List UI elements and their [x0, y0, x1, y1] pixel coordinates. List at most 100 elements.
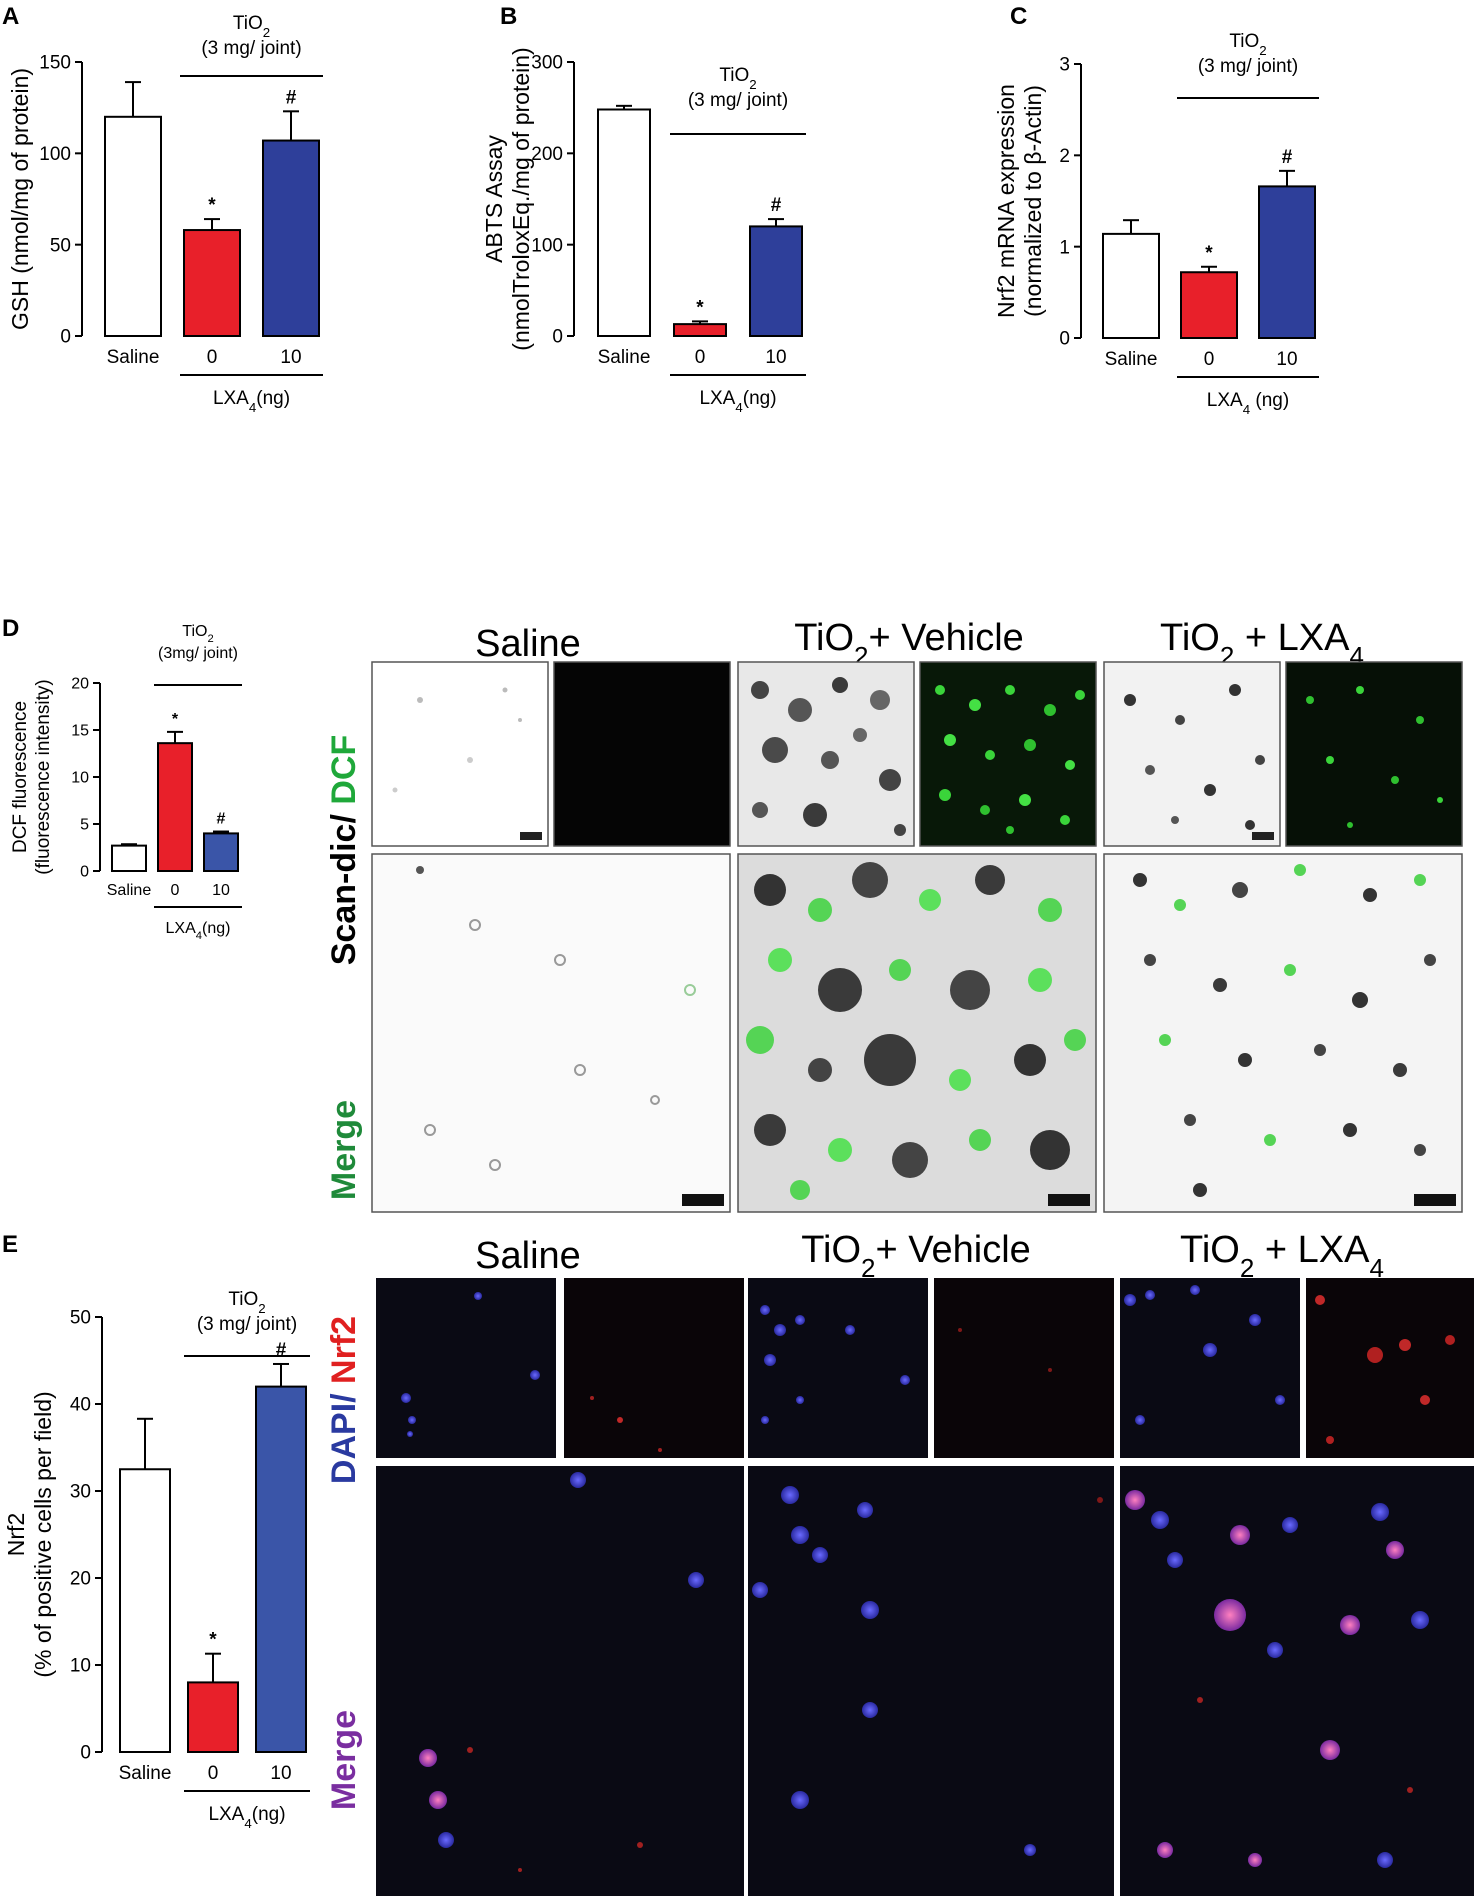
micrograph-d-headers: Saline TiO2+ Vehicle TiO2 + LXA4 Scan-di… [325, 617, 1364, 1200]
bar-0 [1102, 232, 1160, 340]
y-tick-label: 300 [531, 53, 563, 74]
y-tick-label: 100 [39, 144, 71, 165]
y-tick-label: 5 [80, 817, 89, 834]
significance-mark: * [172, 711, 179, 728]
d-img-lxa4-dic [1103, 661, 1281, 847]
x-tick-label: 10 [212, 882, 230, 899]
d-img-saline-dic [371, 661, 549, 847]
x-tick-label: Saline [119, 1763, 172, 1784]
e-merge-vehicle [748, 1466, 1114, 1896]
chart-a-gsh: 0 50 100 150 GSH (nmol/mg of protein) Saline 0… [7, 13, 323, 415]
panel-letter-d: D [2, 615, 19, 642]
bar-1 [183, 229, 241, 337]
y-tick-label: 30 [70, 1482, 91, 1503]
x-tick-label: 10 [765, 347, 786, 368]
bar-0 [104, 115, 162, 337]
e-img-saline-nrf2 [564, 1278, 744, 1458]
significance-mark: * [696, 297, 704, 318]
y-tick-label: 2 [1059, 146, 1070, 167]
bar-0 [597, 108, 651, 337]
y-tick-label: 20 [71, 676, 89, 693]
x-tick-label: 10 [280, 347, 301, 368]
panel-letter-c: C [1010, 3, 1027, 30]
d-img-vehicle-dic [737, 661, 915, 847]
x-tick-label: Saline [1105, 349, 1158, 370]
d-col-tio2-vehicle: TiO2+ Vehicle [794, 617, 1024, 671]
y-tick-label: 0 [552, 327, 563, 348]
bracket-label-dose: (3 mg/ joint) [197, 1314, 297, 1335]
bracket-label-tio2: TiO2 [233, 13, 270, 40]
bracket-label-dose: (3 mg/ joint) [688, 90, 788, 111]
d-img-vehicle-dcf [919, 661, 1097, 847]
bracket-label-tio2: TiO2 [228, 1289, 265, 1316]
significance-mark: * [209, 1630, 217, 1651]
bar-2 [1258, 185, 1316, 339]
bar-2 [749, 225, 803, 337]
x-tick-label: 10 [1276, 349, 1297, 370]
bar-0 [119, 1468, 171, 1753]
y-tick-label: 15 [71, 723, 89, 740]
bracket-label-tio2: TiO2 [182, 623, 213, 645]
y-tick-label: 50 [70, 1308, 91, 1329]
significance-mark: # [286, 87, 297, 108]
e-row-merge: Merge [325, 1710, 363, 1810]
bar-1 [157, 742, 193, 872]
bar-0 [111, 844, 147, 872]
y-tick-label: 200 [531, 144, 563, 165]
x-tick-label: Saline [107, 347, 160, 368]
chart-d-dcf: 0 5 10 15 20 DCF fluorescence (fluorescence in… [10, 623, 242, 942]
group-label-lxa4: LXA4(ng) [699, 388, 776, 415]
y-tick-label: 0 [1059, 329, 1070, 350]
e-img-lxa4-nrf2 [1306, 1278, 1474, 1458]
y-axis-title-line2: (% of positive cells per field) [30, 1391, 56, 1677]
x-tick-label: Saline [107, 882, 152, 899]
bracket-label-tio2: TiO2 [719, 65, 756, 92]
bar-2 [262, 139, 320, 337]
e-merge-lxa4 [1120, 1466, 1474, 1896]
y-axis-title-line2: (nmolTroloxEq./mg of protein) [508, 47, 534, 350]
chart-e-nrf2-cells: 0 10 20 30 40 50 Nrf2 (% of positive cells per … [3, 1289, 310, 1831]
y-tick-label: 40 [70, 1395, 91, 1416]
significance-mark: * [1205, 243, 1213, 264]
bracket-label-tio2: TiO2 [1229, 31, 1266, 58]
bracket-label-dose: (3 mg/ joint) [1198, 56, 1298, 77]
e-merge-saline [376, 1466, 744, 1896]
group-label-lxa4: LXA4(ng) [213, 388, 290, 415]
significance-mark: # [217, 811, 226, 828]
bar-2 [203, 832, 239, 873]
y-tick-label: 0 [80, 864, 89, 881]
y-tick-label: 0 [80, 1743, 91, 1764]
e-img-saline-dapi [376, 1278, 556, 1458]
significance-mark: # [276, 1340, 287, 1361]
panel-letter-b: B [500, 3, 517, 30]
y-axis-title-line1: Nrf2 mRNA expression [993, 84, 1019, 318]
group-label-lxa4: LXA4 (ng) [1207, 390, 1289, 417]
bracket-label-dose: (3 mg/ joint) [201, 38, 301, 59]
e-row-dapi-nrf2: DAPI/ Nrf2 [325, 1316, 363, 1484]
y-tick-label: 10 [71, 770, 89, 787]
x-tick-label: Saline [598, 347, 651, 368]
e-img-lxa4-dapi [1120, 1278, 1300, 1458]
e-col-tio2-vehicle: TiO2+ Vehicle [801, 1229, 1031, 1283]
x-tick-label: 0 [695, 347, 706, 368]
significance-mark: # [771, 195, 782, 216]
d-img-saline-dcf [553, 661, 731, 847]
y-axis-title: GSH (nmol/mg of protein) [7, 68, 33, 330]
e-img-vehicle-nrf2 [934, 1278, 1114, 1458]
d-merge-vehicle [737, 853, 1097, 1213]
y-tick-label: 50 [50, 235, 71, 256]
chart-c-nrf2-mrna: 0 1 2 3 Nrf2 mRNA expression (normalized to β… [993, 31, 1319, 417]
d-row-scan-dic-dcf: Scan-dic/ DCF [325, 735, 363, 966]
significance-mark: # [1282, 147, 1293, 168]
y-tick-label: 0 [60, 327, 71, 348]
x-tick-label: 0 [1204, 349, 1215, 370]
e-img-vehicle-dapi [748, 1278, 928, 1458]
significance-mark: * [208, 195, 216, 216]
micrograph-e-headers: Saline TiO2+ Vehicle TiO2 + LXA4 DAPI/ N… [325, 1229, 1384, 1810]
x-tick-label: 10 [270, 1763, 291, 1784]
group-label-lxa4: LXA4(ng) [166, 920, 231, 942]
group-label-lxa4: LXA4(ng) [208, 1804, 285, 1831]
y-axis-title-line1: DCF fluorescence [10, 701, 31, 853]
